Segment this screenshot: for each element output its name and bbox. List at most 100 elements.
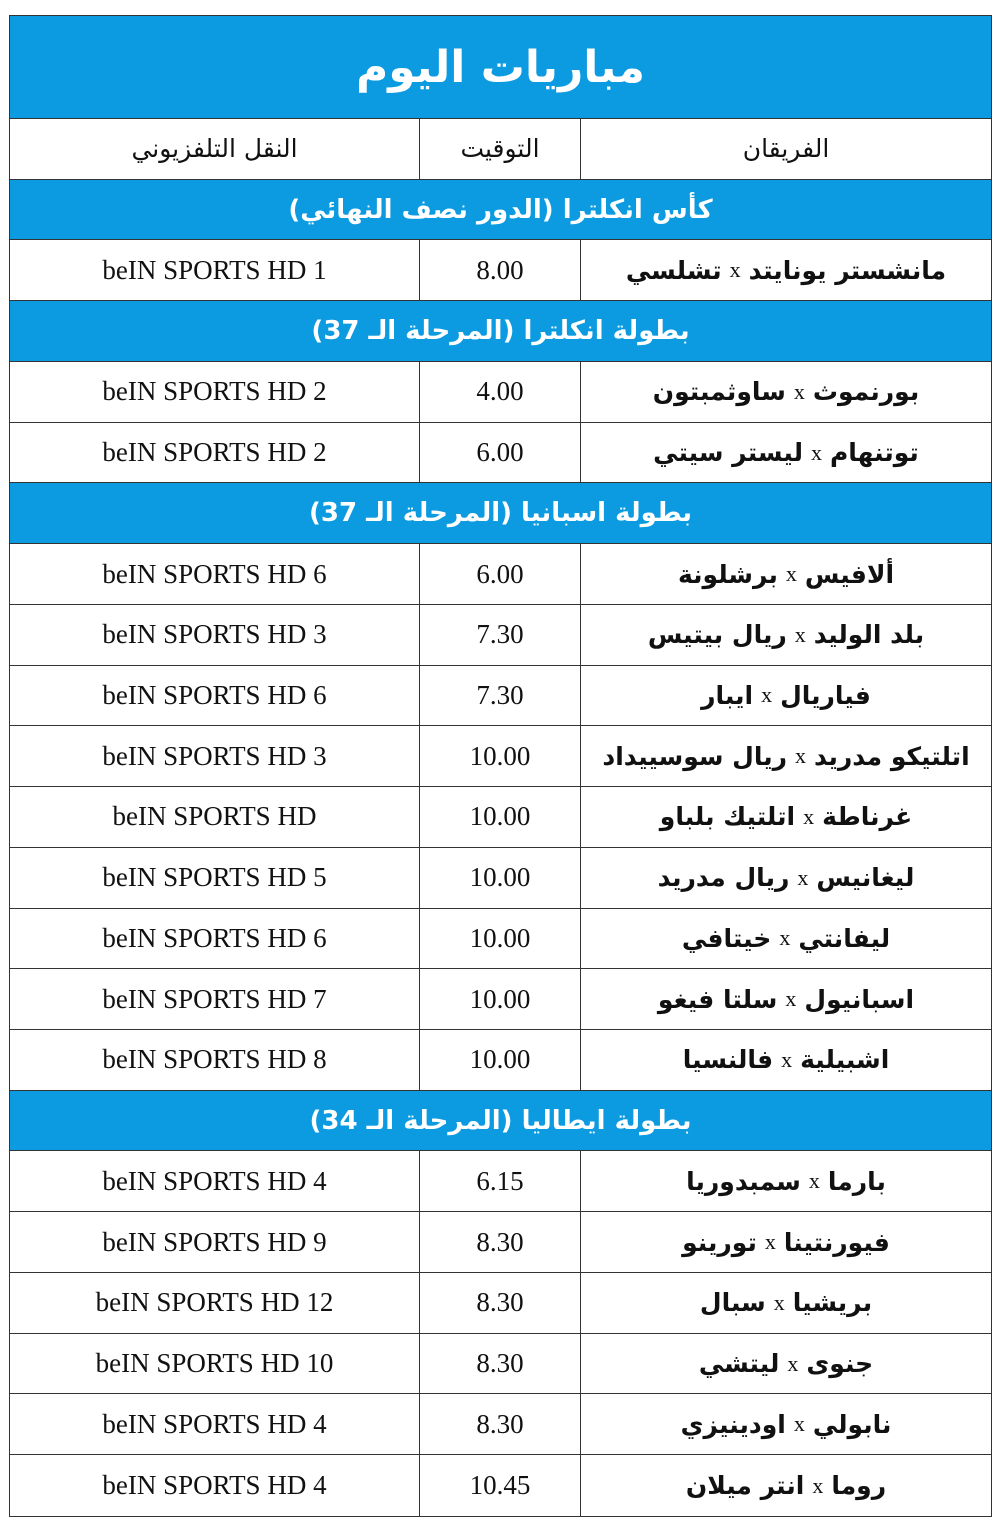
tv-channel: beIN SPORTS HD 2 (102, 376, 327, 407)
teams-cell: اشبيلية x فالنسيا (580, 1030, 991, 1090)
away-team: ليتشي (698, 1349, 780, 1379)
home-team: فياريال (780, 680, 871, 710)
match-time: 7.30 (419, 665, 580, 726)
table-row: اسبانيول x سلتا فيغو 10.00 beIN SPORTS HD 7 (10, 969, 991, 1031)
match-time: 10.00 (419, 726, 580, 787)
tv-channel: beIN SPORTS HD 8 (102, 1044, 327, 1075)
home-team: ليغانيس (816, 863, 915, 893)
table-row: غرناطة x اتلتيك بلباو 10.00 beIN SPORTS HD (10, 787, 991, 848)
versus-label: x (794, 621, 806, 647)
away-team: اتلتيك بلباو (659, 802, 796, 832)
match-time: 8.30 (419, 1333, 580, 1394)
tv-channel: beIN SPORTS HD 6 (102, 922, 327, 953)
match-time: 10.00 (419, 969, 580, 1030)
away-team: ريال مدريد (657, 863, 790, 893)
teams-cell: فياريال x ايبار (580, 665, 991, 726)
versus-label: x (808, 1168, 820, 1194)
table-row: اتلتيكو مدريد x ريال سوسييداد 10.00 beIN SPO… (10, 726, 991, 788)
teams-cell: بورنموث x ساوثمبتون (580, 361, 991, 422)
tv-channel: beIN SPORTS HD 4 (102, 1165, 327, 1196)
match-time: 10.45 (419, 1455, 580, 1516)
match-time: 8.30 (419, 1212, 580, 1272)
versus-label: x (797, 864, 809, 890)
teams-cell: بارما x سمبدوريا (580, 1151, 991, 1212)
away-team: ريال بيتيس (647, 620, 787, 650)
section-title: كأس انكلترا (الدور نصف النهائي) (10, 179, 991, 241)
table-row: جنوى x ليتشي 8.30 beIN SPORTS HD 10 (10, 1333, 991, 1395)
tv-channel: beIN SPORTS HD 4 (102, 1470, 327, 1501)
home-team: بارما (827, 1166, 886, 1196)
home-team: جنوى (806, 1349, 874, 1379)
teams-cell: روما x انتر ميلان (580, 1455, 991, 1516)
teams-cell: توتنهام x ليستر سيتي (580, 422, 991, 483)
teams-cell: جنوى x ليتشي (580, 1333, 991, 1394)
match-time: 6.00 (419, 422, 580, 483)
teams-cell: ليغانيس x ريال مدريد (580, 847, 991, 908)
teams-cell: بلد الوليد x ريال بيتيس (580, 604, 991, 665)
home-team: مانشستر يونايتد (748, 255, 947, 285)
tv-channel: beIN SPORTS HD 3 (102, 619, 327, 650)
table-row: نابولي x اودينيزي 8.30 beIN SPORTS HD 4 (10, 1394, 991, 1456)
table-body: كأس انكلترا (الدور نصف النهائي) مانشستر ي… (10, 179, 991, 1516)
match-time: 6.15 (419, 1151, 580, 1212)
match-time: 4.00 (419, 361, 580, 422)
tv-channel: beIN SPORTS HD 3 (102, 740, 327, 771)
match-time: 8.00 (419, 240, 580, 301)
versus-label: x (729, 257, 741, 283)
tv-channel: beIN SPORTS HD (112, 801, 317, 832)
versus-label: x (793, 378, 805, 404)
home-team: ليفانتي (798, 923, 891, 953)
table-row: ليفانتي x خيتافي 10.00 beIN SPORTS HD 6 (10, 908, 991, 970)
home-team: بورنموث (812, 377, 920, 407)
match-time: 8.30 (419, 1394, 580, 1455)
tv-channel: beIN SPORTS HD 6 (102, 679, 327, 710)
versus-label: x (779, 925, 791, 951)
versus-label: x (795, 743, 807, 769)
away-team: سبال (699, 1288, 766, 1318)
table-row: ليغانيس x ريال مدريد 10.00 beIN SPORTS HD 5 (10, 847, 991, 909)
page-title: مباريات اليوم (10, 16, 991, 119)
tv-channel: beIN SPORTS HD 12 (95, 1287, 334, 1318)
home-team: اشبيلية (800, 1045, 890, 1075)
away-team: ساوثمبتون (652, 377, 786, 407)
versus-label: x (764, 1229, 776, 1255)
section-title: بطولة اسبانيا (المرحلة الـ 37) (10, 483, 991, 545)
versus-label: x (785, 561, 797, 586)
away-team: تورينو (682, 1227, 757, 1257)
tv-channel: beIN SPORTS HD 1 (102, 254, 327, 285)
teams-cell: اتلتيكو مدريد x ريال سوسييداد (580, 726, 991, 787)
table-row: اشبيلية x فالنسيا 10.00 beIN SPORTS HD 8 (10, 1030, 991, 1091)
match-time: 7.30 (419, 604, 580, 665)
table-row: بارما x سمبدوريا 6.15 beIN SPORTS HD 4 (10, 1151, 991, 1213)
teams-cell: نابولي x اودينيزي (580, 1394, 991, 1455)
away-team: برشلونة (677, 559, 778, 589)
away-team: سمبدوريا (686, 1166, 801, 1196)
versus-label: x (773, 1289, 785, 1315)
home-team: ألافيس (804, 559, 895, 589)
table-row: بريشيا x سبال 8.30 beIN SPORTS HD 12 (10, 1272, 991, 1334)
tv-channel: beIN SPORTS HD 9 (102, 1226, 327, 1257)
versus-label: x (787, 1350, 799, 1376)
teams-cell: ليفانتي x خيتافي (580, 908, 991, 969)
away-team: فالنسيا (682, 1045, 774, 1075)
tv-channel: beIN SPORTS HD 7 (102, 983, 327, 1014)
home-team: بلد الوليد (813, 620, 925, 650)
home-team: توتنهام (829, 438, 919, 468)
home-team: اتلتيكو مدريد (814, 741, 970, 771)
tv-channel: beIN SPORTS HD 5 (102, 862, 327, 893)
home-team: اسبانيول (804, 984, 915, 1014)
match-time: 6.00 (419, 544, 580, 604)
teams-cell: مانشستر يونايتد x تشلسي (580, 240, 991, 301)
match-time: 10.00 (419, 847, 580, 908)
section-title: بطولة ايطاليا (المرحلة الـ 34) (10, 1090, 991, 1152)
match-time: 10.00 (419, 787, 580, 847)
header-tv: النقل التلفزيوني (131, 134, 298, 164)
away-team: ريال سوسييداد (602, 741, 788, 771)
table-row: بورنموث x ساوثمبتون 4.00 beIN SPORTS HD 2 (10, 361, 991, 423)
versus-label: x (793, 1411, 805, 1437)
teams-cell: ألافيس x برشلونة (580, 544, 991, 604)
versus-label: x (781, 1046, 793, 1072)
table-row: بلد الوليد x ريال بيتيس 7.30 beIN SPORTS HD … (10, 604, 991, 666)
tv-channel: beIN SPORTS HD 2 (102, 437, 327, 468)
match-time: 8.30 (419, 1272, 580, 1333)
